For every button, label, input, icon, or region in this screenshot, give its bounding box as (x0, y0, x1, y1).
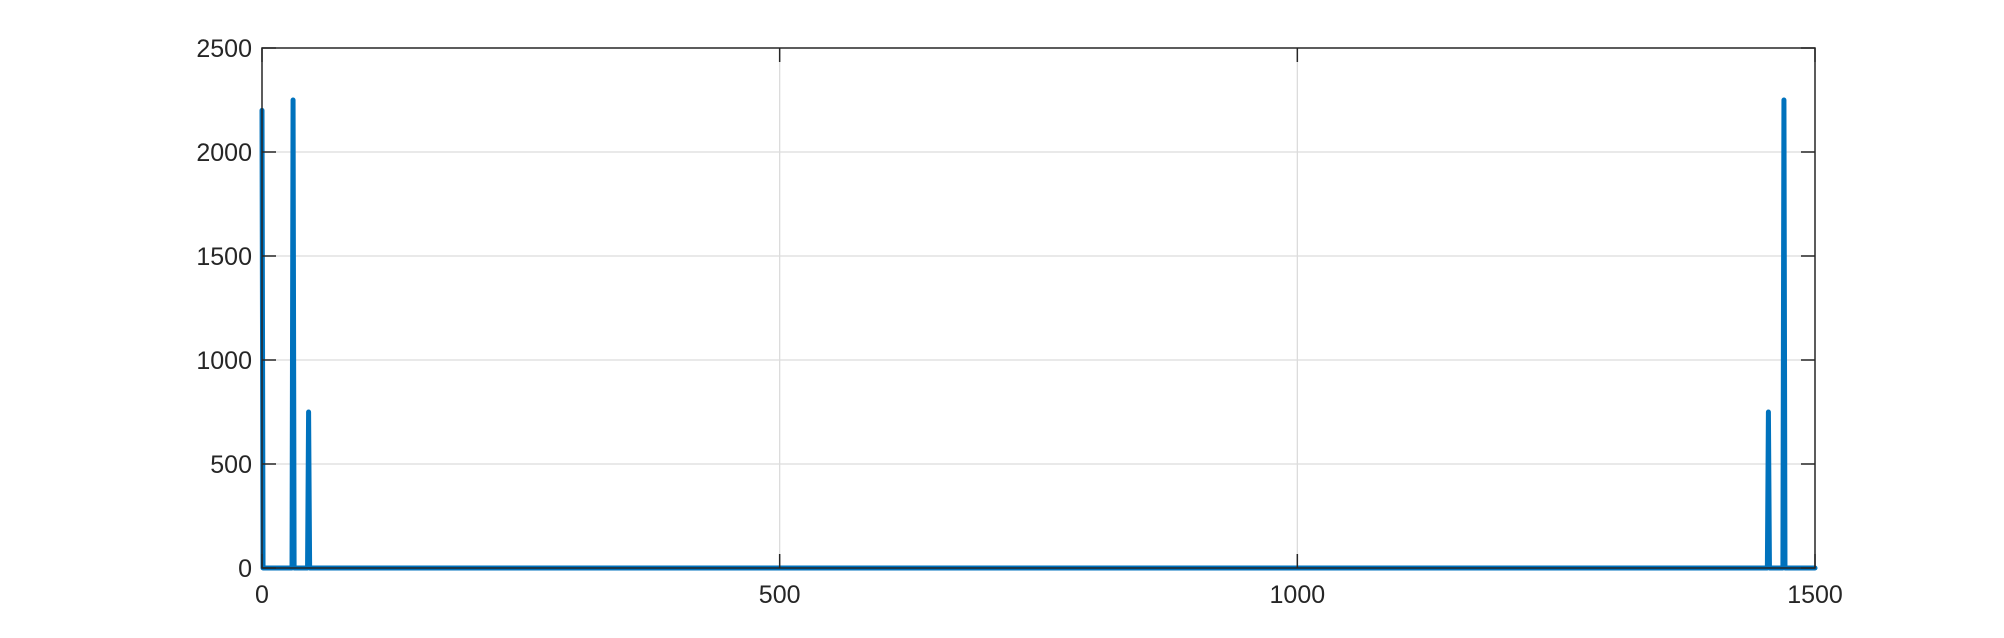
x-tick-labels: 0 500 1000 1500 (255, 581, 1843, 609)
x-tick-label: 500 (759, 581, 801, 609)
x-tick-label: 1500 (1787, 581, 1843, 609)
y-tick-labels: 0 500 1000 1500 2000 2500 (196, 35, 252, 583)
x-tick-label: 0 (255, 581, 269, 609)
y-tick-label: 1000 (196, 347, 252, 375)
series-line (259, 97, 1818, 571)
y-tick-label: 500 (210, 451, 252, 479)
axes-box (261, 47, 1816, 569)
x-tick-label: 1000 (1270, 581, 1326, 609)
y-tick-label: 0 (238, 555, 252, 583)
y-tick-label: 2500 (196, 35, 252, 63)
y-tick-label: 1500 (196, 243, 252, 271)
series-group (259, 97, 1818, 571)
tick-marks (261, 47, 1816, 569)
y-tick-label: 2000 (196, 139, 252, 167)
grid-lines (262, 48, 1815, 568)
axes-frame (261, 47, 1816, 569)
